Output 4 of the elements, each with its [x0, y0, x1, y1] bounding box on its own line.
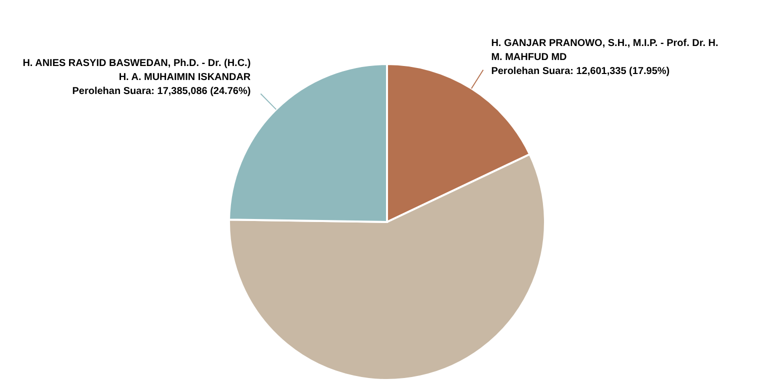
data-label: Perolehan Suara: 12,601,335 (17.95%) — [491, 66, 670, 77]
slice-label: H. GANJAR PRANOWO, S.H., M.I.P. - Prof. Dr. H. M. MAHFUD MD — [491, 38, 718, 63]
data-label: Perolehan Suara: 17,385,086 (24.76%) — [72, 86, 251, 97]
slice-label: H. ANIES RASYID BASWEDAN, Ph.D. - Dr. (H.C.) H. A. MUHAIMIN ISKANDAR — [22, 58, 252, 83]
